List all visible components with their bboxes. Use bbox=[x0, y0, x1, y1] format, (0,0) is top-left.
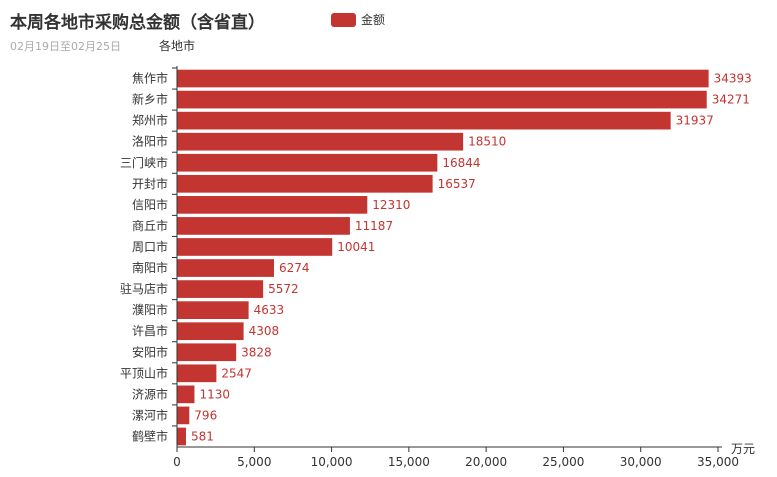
data-label: 6274 bbox=[279, 261, 310, 275]
category-label: 开封市 bbox=[132, 176, 168, 191]
y-axis-label: 各地市 bbox=[159, 38, 195, 53]
data-label: 3828 bbox=[241, 345, 272, 359]
x-tick-label: 10,000 bbox=[311, 455, 353, 469]
category-label: 信阳市 bbox=[132, 197, 168, 212]
x-axis-label: 万元 bbox=[731, 442, 755, 456]
data-labels: 34393 34271 31937 18510 16844 16537 12310 11187… bbox=[191, 72, 752, 444]
data-label: 5572 bbox=[268, 282, 299, 296]
data-label: 16844 bbox=[442, 156, 480, 170]
category-label: 南阳市 bbox=[132, 260, 168, 275]
bar[interactable] bbox=[177, 90, 707, 109]
data-label: 16537 bbox=[438, 177, 476, 191]
category-label: 濮阳市 bbox=[132, 302, 168, 317]
category-label: 安阳市 bbox=[132, 344, 168, 359]
data-label: 31937 bbox=[676, 114, 714, 128]
data-label: 2547 bbox=[221, 366, 252, 380]
bar[interactable] bbox=[177, 301, 249, 319]
bar[interactable] bbox=[177, 238, 333, 256]
bar[interactable] bbox=[177, 280, 264, 298]
category-label: 洛阳市 bbox=[132, 134, 168, 149]
bar[interactable] bbox=[177, 364, 217, 383]
bar[interactable] bbox=[177, 427, 186, 446]
bar[interactable] bbox=[177, 406, 190, 425]
bar[interactable] bbox=[177, 217, 350, 235]
data-label: 18510 bbox=[468, 135, 506, 149]
legend-label: 金额 bbox=[361, 13, 386, 27]
x-tick-label: 25,000 bbox=[542, 455, 584, 469]
category-label: 焦作市 bbox=[132, 71, 168, 86]
y-axis-categories: 焦作市新乡市郑州市洛阳市三门峡市开封市信阳市商丘市周口市南阳市驻马店市濮阳市许昌… bbox=[120, 67, 177, 443]
category-label: 郑州市 bbox=[132, 113, 168, 128]
data-label: 34393 bbox=[714, 72, 752, 86]
data-label: 10041 bbox=[337, 240, 375, 254]
x-axis-ticks: 0 5,000 10,000 15,000 20,000 25,000 30,000 35,0… bbox=[173, 447, 739, 469]
legend[interactable]: 金额 bbox=[331, 11, 385, 28]
bar[interactable] bbox=[177, 385, 195, 404]
bar[interactable] bbox=[177, 153, 438, 172]
bar[interactable] bbox=[177, 259, 274, 277]
x-tick-label: 30,000 bbox=[620, 455, 662, 469]
x-tick-label: 0 bbox=[173, 455, 181, 469]
category-label: 三门峡市 bbox=[120, 155, 168, 170]
category-label: 鹤壁市 bbox=[132, 428, 168, 443]
data-label: 11187 bbox=[355, 219, 393, 233]
chart-subtitle: 02月19日至02月25日 bbox=[10, 40, 121, 53]
bar[interactable] bbox=[177, 69, 709, 88]
category-label: 驻马店市 bbox=[120, 281, 168, 296]
legend-swatch bbox=[331, 12, 356, 27]
data-label: 34271 bbox=[712, 93, 750, 107]
category-label: 漯河市 bbox=[132, 407, 168, 422]
x-tick-label: 20,000 bbox=[465, 455, 507, 469]
x-tick-label: 5,000 bbox=[237, 455, 271, 469]
bar[interactable] bbox=[177, 111, 671, 130]
data-label: 12310 bbox=[372, 198, 410, 212]
category-label: 新乡市 bbox=[132, 92, 168, 107]
x-tick-label: 35,000 bbox=[697, 455, 739, 469]
bar[interactable] bbox=[177, 196, 368, 214]
category-label: 周口市 bbox=[132, 239, 168, 254]
bars bbox=[177, 69, 709, 446]
data-label: 4308 bbox=[249, 324, 280, 338]
category-label: 济源市 bbox=[132, 386, 168, 401]
bar[interactable] bbox=[177, 343, 237, 362]
data-label: 581 bbox=[191, 429, 214, 443]
chart-title: 本周各地市采购总金额（含省直） bbox=[10, 13, 265, 33]
category-label: 许昌市 bbox=[132, 323, 168, 338]
data-label: 796 bbox=[194, 408, 217, 422]
data-label: 4633 bbox=[254, 303, 285, 317]
bar[interactable] bbox=[177, 132, 464, 151]
bar[interactable] bbox=[177, 322, 244, 341]
category-label: 平顶山市 bbox=[120, 365, 168, 380]
data-label: 1130 bbox=[199, 387, 230, 401]
bar[interactable] bbox=[177, 174, 433, 193]
x-tick-label: 15,000 bbox=[388, 455, 430, 469]
category-label: 商丘市 bbox=[132, 218, 168, 233]
